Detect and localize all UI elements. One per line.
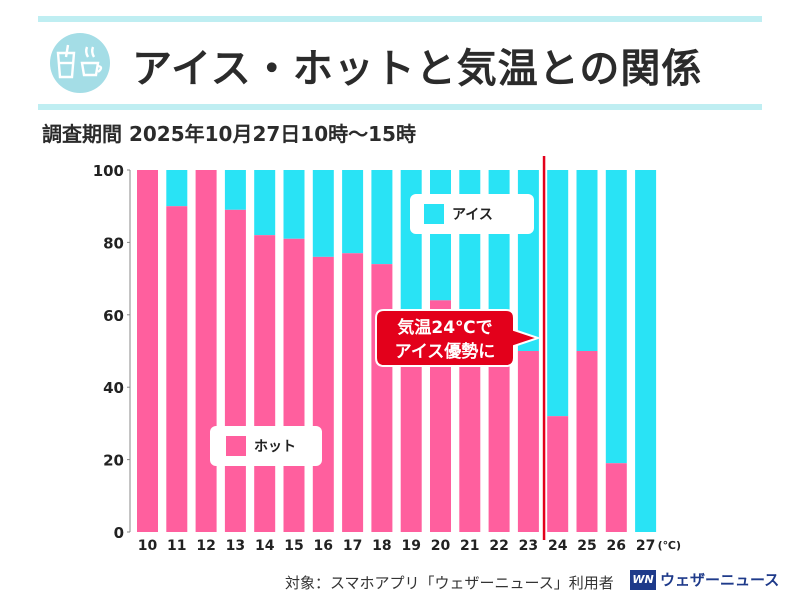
x-tick-label: 15 [284, 538, 303, 554]
x-tick-label: 19 [401, 538, 420, 554]
bar-ice [430, 170, 451, 301]
bar-hot [576, 351, 598, 532]
legend-ice-swatch [424, 204, 444, 224]
bar-hot [459, 336, 481, 532]
drinks-badge [50, 33, 110, 93]
bar-hot [166, 206, 188, 532]
bar-ice [605, 170, 627, 464]
annotation-line-1: 気温24℃で [396, 317, 492, 338]
bar-ice [371, 170, 393, 265]
y-tick-label: 0 [114, 524, 124, 542]
bar-ice [635, 170, 657, 532]
bar-hot [137, 170, 158, 532]
legend-hot-swatch [226, 436, 246, 456]
target-note: 対象：スマホアプリ「ウェザーニュース」利用者 [285, 574, 614, 592]
x-tick-label: 23 [519, 538, 538, 554]
bar-ice [576, 170, 598, 351]
x-unit-label: (℃) [658, 539, 681, 552]
bar-ice [283, 170, 305, 239]
x-tick-label: 18 [372, 538, 391, 554]
bar-ice [312, 170, 334, 257]
legend-hot-label: ホット [254, 439, 296, 455]
bar-hot [312, 256, 334, 532]
y-tick-label: 60 [103, 307, 124, 325]
x-tick-label: 13 [226, 538, 245, 554]
x-tick-label: 16 [314, 538, 333, 554]
bar-hot [517, 351, 539, 532]
legend-ice-label: アイス [452, 207, 493, 223]
brand-logo: WN ウェザーニュース [630, 569, 779, 590]
y-tick-label: 100 [93, 162, 124, 180]
bar-hot [224, 209, 246, 532]
bar-ice [224, 170, 246, 210]
x-tick-label: 22 [489, 538, 508, 554]
annotation-callout [375, 309, 542, 367]
x-tick-label: 20 [431, 538, 451, 554]
bar-hot [547, 416, 569, 532]
bar-ice [342, 170, 364, 254]
x-tick-label: 10 [138, 538, 158, 554]
bar-ice [166, 170, 188, 207]
bottom-band [38, 104, 762, 110]
x-tick-label: 25 [577, 538, 596, 554]
bar-hot [342, 253, 364, 532]
y-tick-label: 20 [103, 452, 124, 470]
x-tick-label: 11 [167, 538, 186, 554]
bar-hot [371, 264, 393, 532]
bar-ice [400, 170, 422, 319]
x-tick-label: 27 [636, 538, 655, 554]
x-tick-label: 24 [548, 538, 568, 554]
hot-cup-icon [80, 46, 103, 77]
x-tick-label: 21 [460, 538, 479, 554]
annotation-line-2: アイス優勢に [395, 341, 496, 362]
y-tick-label: 40 [103, 379, 124, 397]
bar-hot [283, 238, 305, 532]
x-tick-label: 14 [255, 538, 275, 554]
brand-name: ウェザーニュース [660, 571, 780, 589]
y-tick-label: 80 [103, 234, 124, 252]
x-tick-label: 12 [196, 538, 215, 554]
top-band [38, 16, 762, 22]
bar-hot [400, 318, 422, 532]
survey-period: 調査期間 2025年10月27日10時〜15時 [42, 122, 416, 146]
x-tick-label: 26 [607, 538, 626, 554]
brand-mark: WN [630, 569, 656, 590]
bar-hot [195, 170, 217, 532]
bar-hot [488, 351, 510, 532]
cold-drink-icon [56, 44, 76, 79]
bar-ice [547, 170, 569, 417]
bar-hot [605, 463, 627, 532]
x-tick-label: 17 [343, 538, 362, 554]
bar-ice [254, 170, 276, 236]
page-title: アイス・ホットと気温との関係 [132, 46, 703, 92]
bar-hot [254, 235, 276, 532]
